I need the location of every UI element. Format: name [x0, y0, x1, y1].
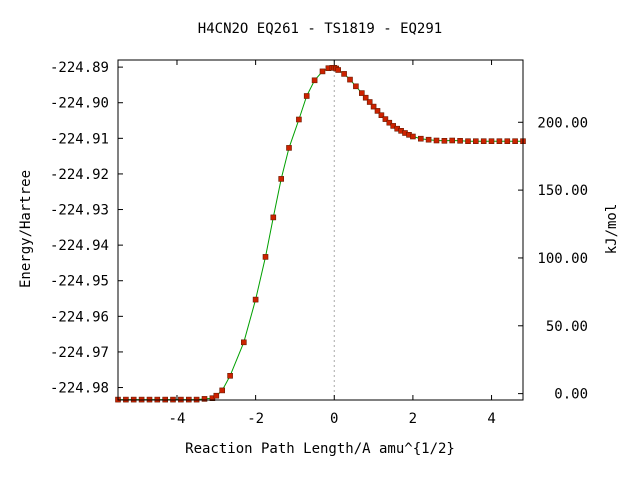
- data-point: [449, 137, 456, 144]
- data-point: [252, 296, 259, 303]
- y-tick-label: -224.97: [50, 345, 109, 361]
- data-point: [496, 138, 503, 144]
- data-point: [504, 138, 511, 144]
- data-point: [410, 133, 416, 140]
- data-point: [296, 116, 302, 123]
- data-point: [278, 176, 285, 182]
- series-line-layer: [118, 67, 523, 401]
- data-point: [201, 396, 208, 402]
- data-point: [241, 339, 247, 346]
- chart-title: H4CN2O EQ261 - TS1819 - EQ291: [198, 21, 442, 37]
- y2-tick-label: 0.00: [554, 387, 588, 403]
- y-tick-label: -224.89: [50, 60, 109, 76]
- data-point: [366, 99, 373, 105]
- data-point: [262, 254, 269, 260]
- data-point: [362, 94, 369, 101]
- x-tick-label: 2: [409, 411, 417, 427]
- y2-tick-label: 150.00: [537, 183, 588, 199]
- x-tick-label: -4: [169, 411, 186, 427]
- data-point: [353, 83, 359, 90]
- plot-frame: [117, 59, 524, 401]
- data-point: [465, 138, 471, 144]
- y-tick-label: -224.93: [50, 203, 109, 219]
- data-point: [319, 68, 326, 75]
- y-tick-label: -224.98: [50, 381, 109, 397]
- y-tick-label: -224.91: [50, 131, 109, 147]
- x-tick-label: 0: [330, 411, 338, 427]
- data-point: [358, 90, 365, 96]
- data-point: [472, 138, 479, 144]
- data-point: [480, 138, 487, 144]
- series-line: [118, 67, 523, 401]
- data-point: [441, 138, 448, 144]
- data-point: [219, 387, 225, 394]
- data-point: [270, 214, 277, 221]
- data-point: [382, 116, 389, 122]
- data-point: [335, 67, 342, 73]
- data-point: [227, 372, 233, 379]
- y2-tick-label: 50.00: [546, 319, 588, 335]
- x-tick-label: -2: [247, 411, 264, 427]
- data-point: [311, 77, 318, 84]
- data-point: [341, 71, 347, 77]
- data-point: [213, 392, 220, 399]
- data-point: [433, 137, 440, 144]
- data-point: [286, 145, 292, 151]
- data-point: [378, 112, 385, 118]
- y2-axis-label: kJ/mol: [604, 204, 620, 255]
- data-point: [457, 138, 463, 144]
- y2-tick-label: 100.00: [537, 251, 588, 267]
- y-tick-label: -224.90: [50, 96, 109, 112]
- data-point: [386, 119, 393, 126]
- y-axis-ticks: -224.89 -224.90 -224.91 -224.92 -224.93 -224.…: [50, 60, 123, 397]
- data-point: [374, 108, 381, 114]
- y-axis-label: Energy/Hartree: [18, 170, 34, 288]
- data-point: [347, 76, 353, 83]
- data-point: [370, 103, 377, 110]
- y-tick-label: -224.95: [50, 274, 109, 290]
- data-point: [488, 138, 495, 144]
- data-point: [303, 93, 310, 99]
- data-point: [512, 138, 518, 144]
- y2-tick-label: 200.00: [537, 115, 588, 131]
- x-axis-label: Reaction Path Length/A amu^{1/2}: [185, 441, 455, 457]
- data-point: [425, 136, 432, 143]
- y2-axis-ticks: 0.00 50.00 100.00 150.00 200.00: [518, 115, 588, 403]
- data-points-layer: [115, 65, 526, 403]
- y-tick-label: -224.94: [50, 238, 109, 254]
- data-point: [417, 135, 424, 142]
- y-tick-label: -224.92: [50, 167, 109, 183]
- x-axis-ticks: -4 -2 0 2 4: [169, 60, 496, 427]
- x-tick-label: 4: [487, 411, 495, 427]
- y-tick-label: -224.96: [50, 309, 109, 325]
